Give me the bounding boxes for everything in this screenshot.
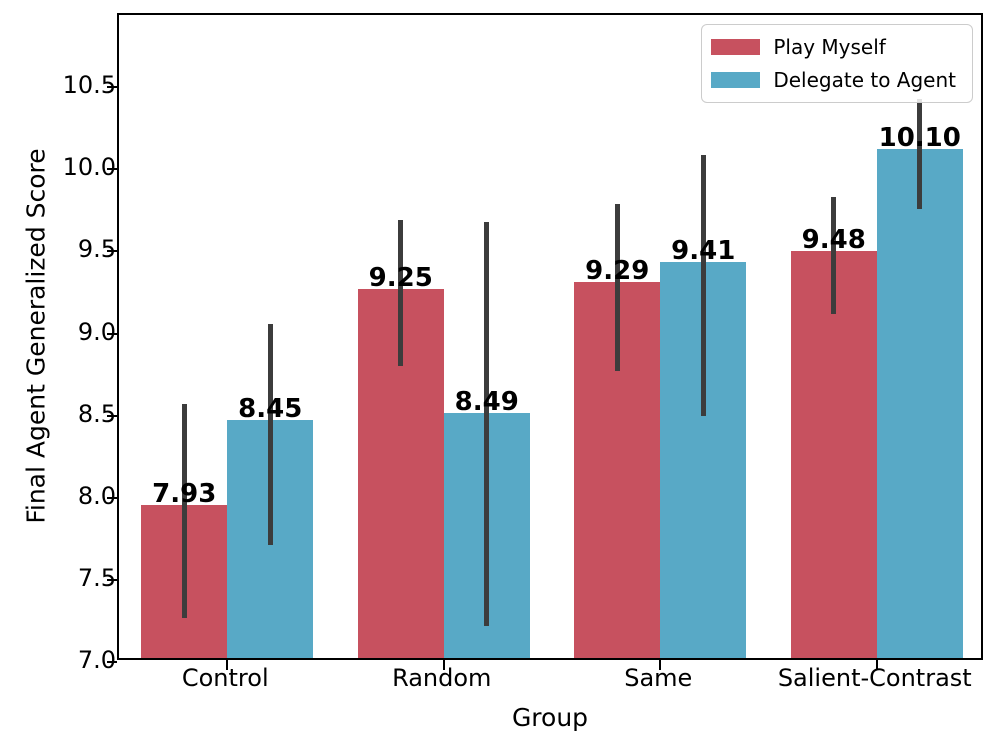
x-tick-label-same: Same [624,664,693,692]
y-tick-label: 10.5 [62,71,116,100]
y-axis-label: Final Agent Generalized Score [21,148,51,524]
x-tick-mark [659,660,662,670]
error-bar-salient-contrast-delegate-to-agent [917,98,923,209]
bar-salient-contrast-play-myself [790,250,877,658]
bar-value-label: 9.29 [585,255,650,286]
y-tick-mark [107,332,117,335]
bar-value-label: 9.41 [671,236,736,267]
bar-value-label: 10.10 [878,122,961,153]
x-tick-label-salient-contrast: Salient-Contrast [777,664,972,692]
x-tick-mark [875,660,878,670]
y-tick-label: 9.5 [77,235,116,264]
bar-value-label: 8.49 [454,387,519,418]
error-bar-salient-contrast-play-myself [831,197,837,314]
legend: Play Myself Delegate to Agent [701,24,973,103]
x-tick-mark [226,660,229,670]
error-bar-control-play-myself [181,404,187,618]
y-tick-label: 8.5 [77,399,116,428]
error-bar-same-play-myself [614,203,620,372]
x-tick-mark [442,660,445,670]
legend-item-play-myself: Play Myself [711,35,956,59]
y-tick-mark [107,414,117,417]
error-bar-same-delegate-to-agent [700,154,706,416]
bar-value-label: 9.25 [368,262,433,293]
y-tick-label: 8.0 [77,481,116,510]
plot-area: Play Myself Delegate to Agent 7.93 8.45 9.… [107,13,983,670]
x-axis-label: Group [511,703,589,732]
y-tick-mark [107,578,117,581]
y-tick-label: 10.0 [62,153,116,182]
y-tick-mark [107,168,117,171]
legend-label-play-myself: Play Myself [773,35,886,59]
bar-value-label: 8.45 [238,393,303,424]
y-tick-mark [107,250,117,253]
y-tick-label: 7.0 [77,646,116,674]
bar-salient-contrast-delegate-to-agent [876,148,963,658]
error-bar-random-play-myself [398,220,404,367]
bar-value-label: 9.48 [801,224,866,255]
y-tick-mark [107,496,117,499]
error-bar-control-delegate-to-agent [267,323,273,546]
error-bar-random-delegate-to-agent [484,221,490,626]
legend-swatch-play-myself [711,39,761,55]
legend-label-delegate-to-agent: Delegate to Agent [773,68,956,92]
x-tick-label-control: Control [181,664,269,692]
y-tick-label: 9.0 [77,317,116,346]
legend-item-delegate-to-agent: Delegate to Agent [711,68,956,92]
bar-value-label: 7.93 [152,479,217,510]
y-tick-label: 7.5 [77,563,116,592]
legend-swatch-delegate-to-agent [711,72,761,88]
x-tick-label-random: Random [392,664,492,692]
y-tick-mark [107,661,117,663]
y-tick-mark [107,86,117,89]
